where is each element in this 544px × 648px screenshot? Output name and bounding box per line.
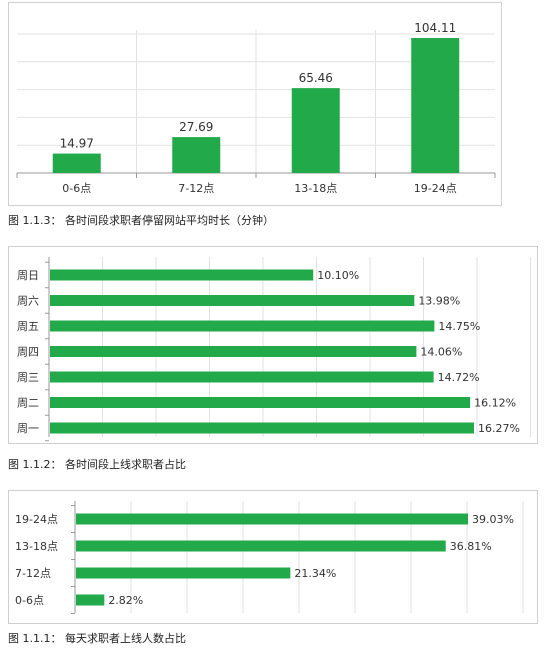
data-label: 21.34% [294,567,336,580]
x-tick-label: 19-24点 [414,182,457,195]
y-tick-label: 周四 [17,346,39,359]
data-label: 14.06% [420,346,462,359]
bar [76,513,468,525]
chart-1-caption: 图 1.1.3： 各时间段求职者停留网站平均时长（分钟） [8,214,274,227]
y-tick-label: 周六 [17,295,39,308]
data-label: 16.27% [478,422,520,435]
chart-3-svg: 39.03% 19-24点 36.81% 13-18点 21.34% 7-12点 2.82%… [15,501,524,614]
y-tick-label: 周三 [17,371,39,384]
data-label: 13.98% [418,295,460,308]
chart-panel-1: 14.97 0-6点 27.69 7-12点 65.46 13-18点 104.11 19-2… [8,2,502,206]
y-tick-label: 周日 [17,269,39,282]
data-label: 39.03% [472,513,514,526]
data-label: 104.11 [414,21,456,35]
data-label: 10.10% [317,269,359,282]
chart-2-svg: 10.10% 周日 13.98% 周六 14.75% 周五 14.06% 周四 14.72% 周三… [17,257,531,442]
bar [52,153,101,173]
chart-3-caption: 图 1.1.1： 每天求职者上线人数占比 [8,632,186,645]
y-tick-label: 19-24点 [15,513,58,526]
bar [50,295,415,306]
chart-panel-3: 39.03% 19-24点 36.81% 13-18点 21.34% 7-12点 2.82%… [8,490,538,624]
data-label: 14.97 [60,137,94,151]
bar [50,346,417,357]
data-label: 16.12% [474,397,516,410]
chart-2-caption: 图 1.1.2： 各时间段上线求职者占比 [8,458,186,471]
chart-panel-2: 10.10% 周日 13.98% 周六 14.75% 周五 14.06% 周四 14.72% 周三… [8,246,538,444]
bar [411,38,460,173]
bar [50,269,314,281]
data-label: 2.82% [108,594,143,607]
y-tick-label: 7-12点 [15,567,51,580]
y-tick-label: 周五 [17,320,39,333]
y-tick-label: 0-6点 [15,594,44,607]
x-tick-label: 7-12点 [178,182,214,195]
bar [76,594,105,606]
bar [50,422,474,434]
bar [291,88,340,173]
bar [172,137,221,173]
bar [50,397,471,408]
y-tick-label: 周二 [17,397,39,410]
data-label: 65.46 [299,71,333,85]
bar [76,540,446,552]
y-tick-label: 13-18点 [15,540,58,553]
data-label: 27.69 [179,120,213,134]
data-label: 36.81% [450,540,492,553]
bar [50,320,435,332]
data-label: 14.72% [438,371,480,384]
bar [50,371,434,383]
x-tick-label: 13-18点 [294,182,337,195]
bar [76,567,291,579]
x-tick-label: 0-6点 [62,182,91,195]
y-tick-label: 周一 [17,422,39,435]
chart-1-svg: 14.97 0-6点 27.69 7-12点 65.46 13-18点 104.11 19-2… [16,21,496,195]
data-label: 14.75% [438,320,480,333]
